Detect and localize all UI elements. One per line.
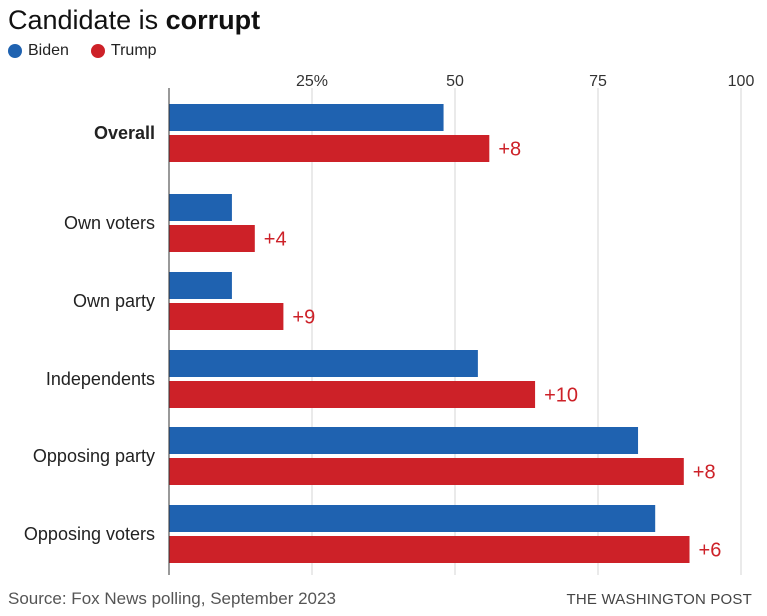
bar-trump — [169, 458, 684, 485]
difference-label: +6 — [699, 540, 722, 562]
bar-biden — [169, 194, 232, 221]
bar-biden — [169, 104, 444, 131]
x-tick-label: 75 — [589, 73, 607, 90]
bar-biden — [169, 427, 639, 454]
x-tick-label: 100 — [728, 73, 755, 90]
bar-trump — [169, 135, 490, 162]
bar-biden — [169, 350, 478, 377]
legend-label-biden: Biden — [28, 42, 69, 59]
bar-trump — [169, 225, 255, 252]
category-label: Opposing voters — [24, 524, 155, 544]
chart-legend: Biden Trump — [8, 40, 179, 62]
difference-label: +8 — [693, 462, 716, 484]
difference-label: +9 — [292, 307, 315, 329]
legend-item-trump: Trump — [90, 42, 157, 60]
bar-trump — [169, 536, 690, 563]
difference-label: +8 — [498, 139, 521, 161]
category-label: Independents — [46, 369, 155, 389]
legend-swatch-biden — [8, 44, 22, 58]
category-label: Overall — [94, 123, 155, 143]
bar-trump — [169, 381, 536, 408]
chart-title-regular: Candidate is — [8, 5, 159, 35]
legend-item-biden: Biden — [8, 42, 69, 60]
chart-title-bold: corrupt — [165, 5, 261, 35]
chart-title: Candidate is corrupt — [8, 4, 260, 36]
publisher-credit: THE WASHINGTON POST — [566, 591, 752, 608]
legend-label-trump: Trump — [110, 42, 157, 59]
x-tick-label: 25% — [296, 73, 328, 90]
bar-trump — [169, 303, 284, 330]
difference-label: +10 — [544, 385, 578, 407]
difference-label: +4 — [264, 229, 287, 251]
bar-biden — [169, 272, 232, 299]
category-label: Opposing party — [33, 446, 155, 466]
x-tick-label: 50 — [446, 73, 464, 90]
source-note: Source: Fox News polling, September 2023 — [8, 589, 336, 608]
legend-swatch-trump — [90, 44, 105, 58]
category-label: Own party — [73, 291, 155, 311]
bar-biden — [169, 505, 656, 532]
category-label: Own voters — [64, 213, 155, 233]
